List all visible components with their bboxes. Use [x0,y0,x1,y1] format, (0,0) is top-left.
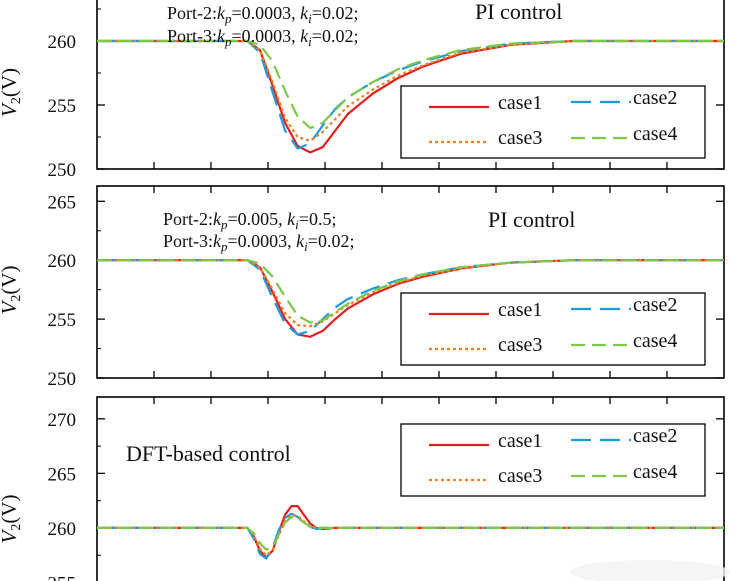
legend-label-case4: case4 [633,461,677,483]
legend-box [400,85,706,159]
panels: 250 255 260 265 V2(V) PI control Port-2:kp=0.0… [0,0,725,581]
plot-frame [96,185,725,379]
y-tick-label: 260 [48,251,77,272]
control-title: DFT-based control [126,441,291,466]
y-tick-label: 265 [48,192,77,213]
panel-bottom: 255260265270V2(V)DFT-based controlcase1c… [0,396,725,581]
y-tick-label: 270 [48,410,77,431]
legend-label-case2: case2 [633,294,677,316]
series-line-case3 [97,513,724,557]
series-line-case1 [97,39,724,154]
param-note: Port-2:kp=0.0003, ki=0.02; [167,3,358,26]
series-group [97,259,724,338]
legend-label-case3: case3 [498,334,542,356]
series-group [97,39,724,154]
control-title: PI control [488,207,575,232]
legend-label-case1: case1 [498,430,542,452]
legend-label-case4: case4 [633,123,677,145]
legend: case1 case2 case3 case4 [400,423,706,497]
y-tick-label: 250 [48,369,77,390]
series-line-case2 [97,512,724,560]
series-line-case4 [97,259,724,324]
param-note: Port-3:kp=0.0003, ki=0.02; [167,26,358,49]
legend-label-case3: case3 [498,127,542,149]
legend-label-case3: case3 [498,465,542,487]
legend-label-case2: case2 [633,87,677,109]
legend-label-case1: case1 [498,92,542,114]
y-tick-label: 250 [48,160,77,181]
legend-label-case4: case4 [633,330,677,352]
watermark-smudge [570,560,730,581]
legend-box [400,423,706,497]
param-note: Port-2:kp=0.005, ki=0.5; [163,209,336,232]
series-line-case4 [97,39,724,130]
series-line-case1 [97,505,724,559]
series-line-case4 [97,515,724,551]
series-group [97,505,724,560]
legend-box [400,292,706,366]
panel-top: 250255260265V2(V)PI controlPort-2:kp=0.0… [0,0,725,181]
legend-label-case1: case1 [498,299,542,321]
param-note: Port-3:kp=0.0003, ki=0.02; [163,231,354,254]
legend: case1 case2 case3 case4 [400,85,706,159]
series-line-case3 [97,39,724,142]
y-tick-label: 255 [48,310,77,331]
plot-frame [96,396,725,581]
y-axis-label: V2(V) [0,495,24,544]
y-tick-label: 265 [48,464,77,485]
y-tick-label: 255 [48,96,77,117]
y-tick-label: 255 [48,573,77,581]
y-tick-label: 260 [48,32,77,53]
y-tick-label: 260 [48,519,77,540]
y-axis-label: V2(V) [0,266,24,315]
legend-label-case2: case2 [633,425,677,447]
y-axis-label: V2(V) [0,68,24,117]
panel-middle: 250 255 260 265 V2(V) PI control Port-2:kp=0.0… [0,185,725,390]
control-title: PI control [475,0,562,24]
legend: case1 case2 case3 case4 [400,292,706,366]
